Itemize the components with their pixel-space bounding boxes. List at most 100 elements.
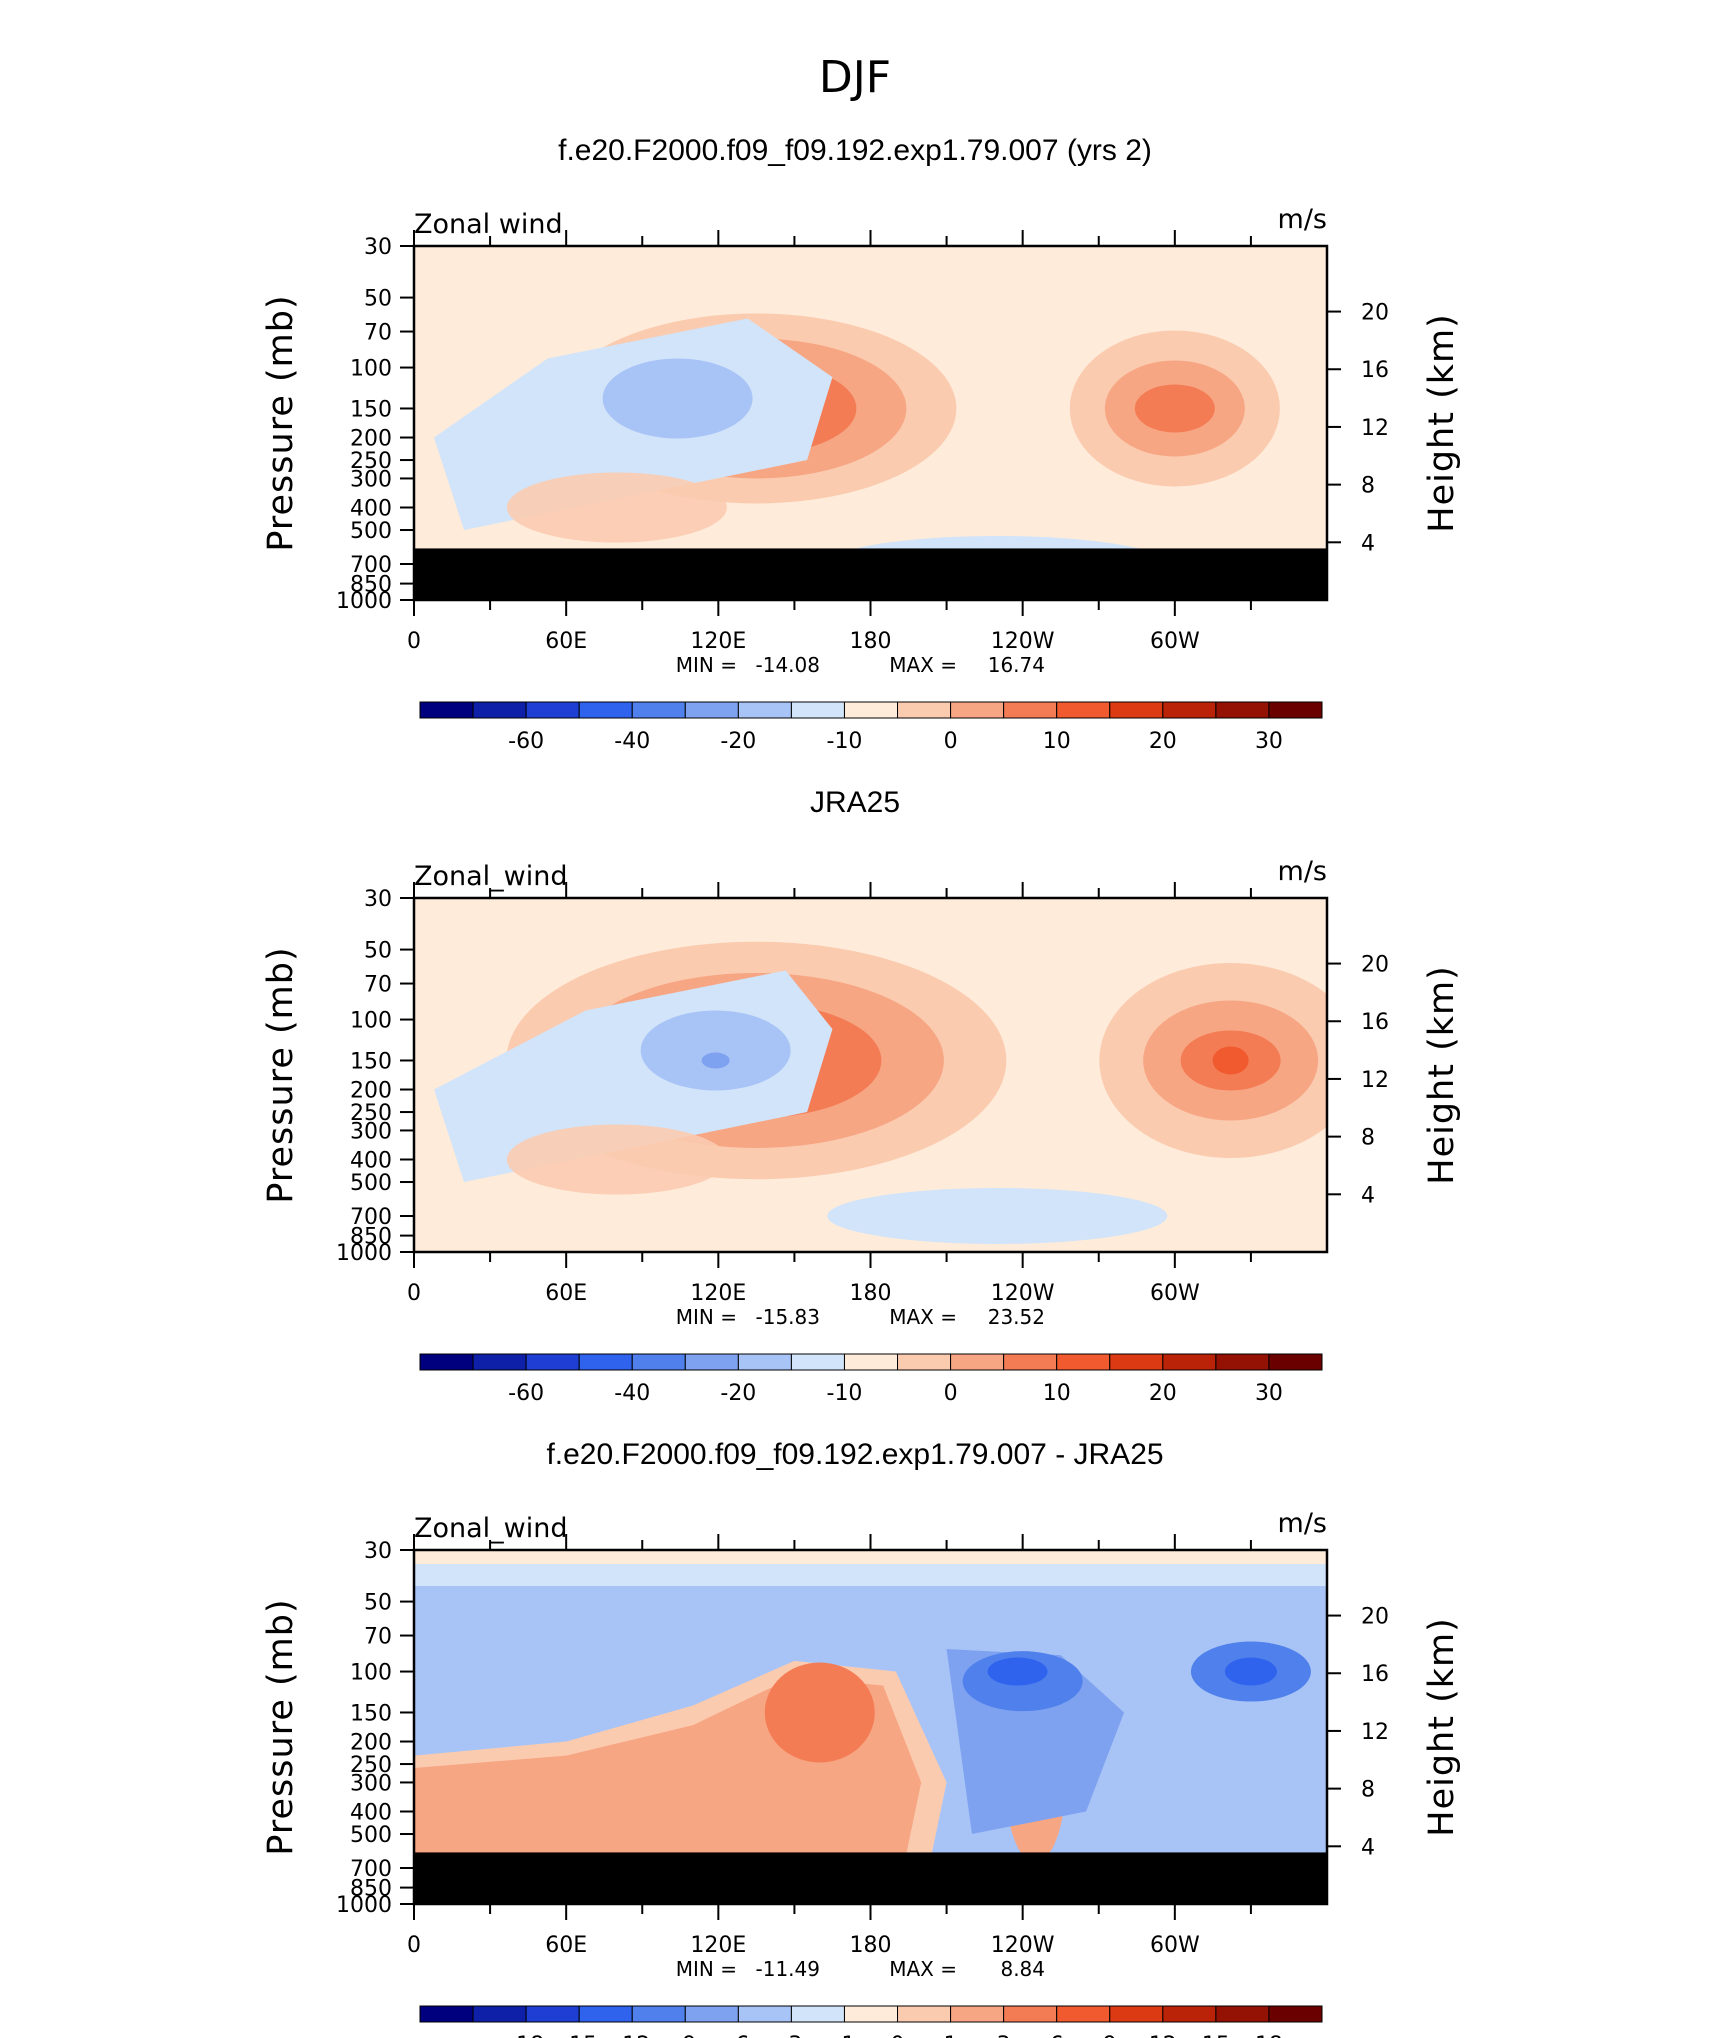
right-tick-label: 20	[1361, 953, 1389, 978]
colorbar-swatch	[578, 2005, 633, 2023]
right-axis-title: Height (km)	[1422, 1617, 1462, 1837]
colorbar-swatch	[897, 1353, 952, 1371]
colorbar-swatch	[684, 1353, 739, 1371]
negative-core	[987, 1657, 1048, 1686]
low-level-westerly	[506, 472, 727, 543]
y-tick-label: 50	[364, 287, 392, 312]
colorbar-swatch	[950, 1353, 1005, 1371]
y-tick-label: 200	[350, 427, 392, 452]
units-label: m/s	[1278, 856, 1327, 887]
colorbar-label: 0	[891, 2033, 905, 2038]
colorbar-swatch	[950, 701, 1005, 719]
colorbar-swatch	[1003, 2005, 1058, 2023]
x-tick-label: 180	[850, 1933, 892, 1958]
chart-panel-1: f.e20.F2000.f09_f09.192.exp1.79.007 (yrs…	[261, 134, 1462, 754]
colorbar-label: -60	[508, 729, 544, 754]
y-tick-label: 1000	[336, 1241, 392, 1266]
colorbar-swatch	[950, 2005, 1005, 2023]
colorbar-label: -20	[720, 729, 756, 754]
y-tick-label: 700	[350, 1857, 392, 1882]
easterly-core	[701, 1052, 730, 1069]
x-axis-ticks: 0 60E 120E 180 120W 60W	[407, 882, 1252, 1306]
colorbar-swatch	[419, 2005, 474, 2023]
negative-core-b	[1224, 1657, 1277, 1686]
secondary-jet-core	[1212, 1046, 1249, 1075]
x-axis-ticks: 0 60E 120E 180 120W 60W	[407, 1534, 1252, 1958]
top-band-positive	[414, 1550, 1327, 1564]
colorbar-label: 10	[1043, 1381, 1071, 1406]
colorbar-swatch	[790, 1353, 845, 1371]
panel-title: f.e20.F2000.f09_f09.192.exp1.79.007 - JR…	[546, 1438, 1163, 1471]
colorbar-label: 6	[1050, 2033, 1064, 2038]
colorbar-swatch	[525, 1353, 580, 1371]
colorbar-swatch	[578, 1353, 633, 1371]
easterly-contour-minus10	[640, 1010, 791, 1091]
y-tick-label: 500	[350, 1171, 392, 1196]
chart-panel-3: f.e20.F2000.f09_f09.192.exp1.79.007 - JR…	[261, 1438, 1462, 2038]
positive-contour-6	[764, 1662, 875, 1763]
colorbar-swatch	[737, 1353, 792, 1371]
y-tick-label: 1000	[336, 1893, 392, 1918]
y-tick-label: 150	[350, 397, 392, 422]
colorbar-swatch	[631, 701, 686, 719]
colorbar-swatch	[1056, 701, 1111, 719]
below-surface-mask	[414, 548, 1327, 600]
y-tick-label: 70	[364, 321, 392, 346]
x-tick-label: 60W	[1150, 629, 1200, 654]
colorbar-label: 3	[997, 2033, 1011, 2038]
colorbar-swatch	[1109, 1353, 1164, 1371]
colorbar-swatch	[419, 1353, 474, 1371]
right-tick-label: 12	[1361, 416, 1389, 441]
min-value: -11.49	[756, 1957, 820, 1981]
colorbar-label: -60	[508, 1381, 544, 1406]
y-tick-label: 300	[350, 467, 392, 492]
right-tick-label: 8	[1361, 474, 1375, 499]
colorbar-label: -15	[561, 2033, 597, 2038]
colorbar-swatch	[843, 1353, 899, 1371]
x-axis-ticks: 0 60E 120E 180 120W 60W	[407, 230, 1252, 654]
colorbar-swatch	[737, 701, 792, 719]
max-label: MAX =	[889, 1305, 957, 1329]
colorbar: -18 -15 -12 -9 -6 -3 -1 0 1 3 6 9 12 15 18	[419, 2005, 1323, 2038]
x-tick-label: 180	[850, 1281, 892, 1306]
colorbar-label: 30	[1255, 1381, 1283, 1406]
y-tick-label: 100	[350, 1661, 392, 1686]
colorbar-swatch	[1003, 1353, 1058, 1371]
colorbar-swatch	[684, 2005, 739, 2023]
right-tick-label: 4	[1361, 1835, 1375, 1860]
y-tick-label: 100	[350, 357, 392, 382]
colorbar-label: -20	[720, 1381, 756, 1406]
colorbar-swatch	[472, 1353, 527, 1371]
max-label: MAX =	[889, 1957, 957, 1981]
colorbar-swatch	[1215, 2005, 1270, 2023]
top-band-transition	[414, 1564, 1327, 1586]
colorbar-label: -40	[614, 1381, 650, 1406]
right-tick-label: 4	[1361, 1183, 1375, 1208]
y-tick-label: 30	[364, 887, 392, 912]
colorbar-label: 18	[1255, 2033, 1283, 2038]
y-tick-label: 400	[350, 1148, 392, 1173]
y-tick-label: 700	[350, 1205, 392, 1230]
colorbar-label: -10	[827, 729, 863, 754]
right-axis-ticks: 20 16 12 8 4	[1327, 1605, 1389, 1860]
y-tick-label: 500	[350, 519, 392, 544]
colorbar-swatch	[843, 2005, 899, 2023]
colorbar-swatch	[1268, 701, 1323, 719]
x-tick-label: 120E	[690, 629, 746, 654]
y-tick-label: 1000	[336, 589, 392, 614]
y-tick-label: 50	[364, 1591, 392, 1616]
y-axis-title: Pressure (mb)	[261, 946, 301, 1203]
panel-title: JRA25	[810, 786, 900, 819]
y-tick-label: 850	[350, 573, 392, 598]
colorbar-swatch	[1056, 2005, 1111, 2023]
max-value: 16.74	[988, 653, 1045, 677]
x-tick-label: 120W	[991, 629, 1055, 654]
colorbar-swatch	[737, 2005, 792, 2023]
y-tick-label: 300	[350, 1119, 392, 1144]
colorbar-label: -3	[780, 2033, 802, 2038]
colorbar-label: 0	[944, 729, 958, 754]
colorbar-swatch	[631, 1353, 686, 1371]
easterly-contour-minus10	[602, 358, 753, 439]
variable-label: Zonal_wind	[414, 1513, 568, 1544]
